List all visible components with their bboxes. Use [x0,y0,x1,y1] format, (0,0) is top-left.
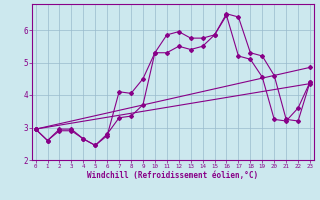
X-axis label: Windchill (Refroidissement éolien,°C): Windchill (Refroidissement éolien,°C) [87,171,258,180]
